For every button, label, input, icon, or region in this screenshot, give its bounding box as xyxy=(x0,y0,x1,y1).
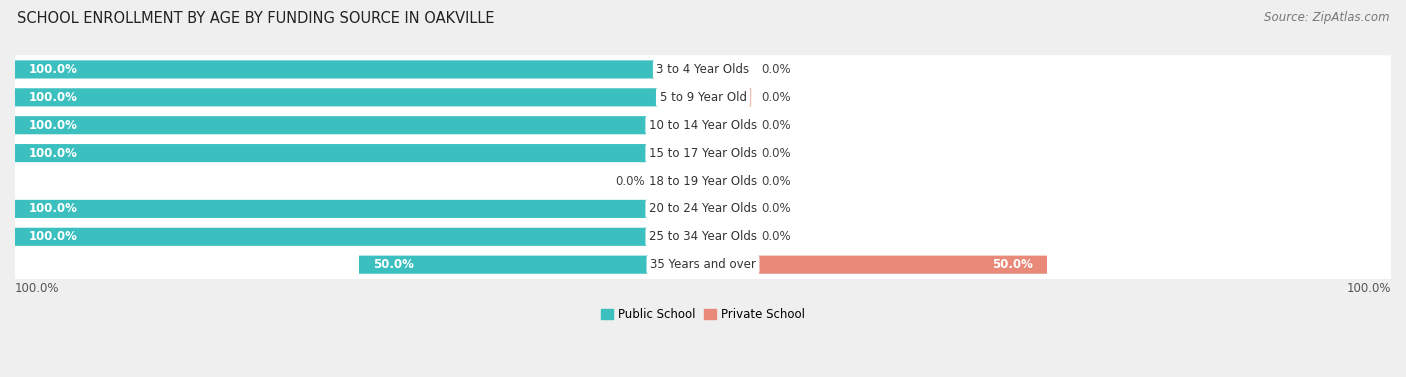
FancyBboxPatch shape xyxy=(703,228,751,246)
Text: 5 to 9 Year Old: 5 to 9 Year Old xyxy=(659,91,747,104)
FancyBboxPatch shape xyxy=(703,256,1047,274)
FancyBboxPatch shape xyxy=(15,139,1391,167)
FancyBboxPatch shape xyxy=(15,116,703,134)
Text: 100.0%: 100.0% xyxy=(15,282,59,295)
FancyBboxPatch shape xyxy=(15,55,1391,84)
FancyBboxPatch shape xyxy=(15,200,703,218)
Text: 25 to 34 Year Olds: 25 to 34 Year Olds xyxy=(650,230,756,243)
Text: 100.0%: 100.0% xyxy=(28,147,77,159)
Text: 3 to 4 Year Olds: 3 to 4 Year Olds xyxy=(657,63,749,76)
Text: 0.0%: 0.0% xyxy=(762,230,792,243)
Text: SCHOOL ENROLLMENT BY AGE BY FUNDING SOURCE IN OAKVILLE: SCHOOL ENROLLMENT BY AGE BY FUNDING SOUR… xyxy=(17,11,495,26)
FancyBboxPatch shape xyxy=(359,256,703,274)
Text: 0.0%: 0.0% xyxy=(762,63,792,76)
Text: 0.0%: 0.0% xyxy=(614,175,644,187)
Text: 100.0%: 100.0% xyxy=(28,230,77,243)
FancyBboxPatch shape xyxy=(703,200,751,218)
FancyBboxPatch shape xyxy=(703,144,751,162)
Text: 0.0%: 0.0% xyxy=(762,175,792,187)
Text: 100.0%: 100.0% xyxy=(28,63,77,76)
Text: 0.0%: 0.0% xyxy=(762,91,792,104)
FancyBboxPatch shape xyxy=(15,144,703,162)
Text: 100.0%: 100.0% xyxy=(28,91,77,104)
FancyBboxPatch shape xyxy=(15,250,1391,279)
FancyBboxPatch shape xyxy=(15,167,1391,195)
FancyBboxPatch shape xyxy=(15,88,703,106)
Text: 18 to 19 Year Olds: 18 to 19 Year Olds xyxy=(650,175,756,187)
Text: 35 Years and over: 35 Years and over xyxy=(650,258,756,271)
FancyBboxPatch shape xyxy=(703,60,751,78)
Text: 50.0%: 50.0% xyxy=(373,258,413,271)
FancyBboxPatch shape xyxy=(703,116,751,134)
Legend: Public School, Private School: Public School, Private School xyxy=(596,303,810,326)
FancyBboxPatch shape xyxy=(15,111,1391,139)
FancyBboxPatch shape xyxy=(15,195,1391,223)
Text: 0.0%: 0.0% xyxy=(762,202,792,215)
Text: 100.0%: 100.0% xyxy=(28,202,77,215)
FancyBboxPatch shape xyxy=(703,172,751,190)
Text: 0.0%: 0.0% xyxy=(762,119,792,132)
Text: 100.0%: 100.0% xyxy=(1347,282,1391,295)
Text: Source: ZipAtlas.com: Source: ZipAtlas.com xyxy=(1264,11,1389,24)
FancyBboxPatch shape xyxy=(15,83,1391,112)
FancyBboxPatch shape xyxy=(15,228,703,246)
FancyBboxPatch shape xyxy=(655,172,703,190)
Text: 10 to 14 Year Olds: 10 to 14 Year Olds xyxy=(650,119,756,132)
Text: 100.0%: 100.0% xyxy=(28,119,77,132)
Text: 20 to 24 Year Olds: 20 to 24 Year Olds xyxy=(650,202,756,215)
Text: 15 to 17 Year Olds: 15 to 17 Year Olds xyxy=(650,147,756,159)
Text: 0.0%: 0.0% xyxy=(762,147,792,159)
Text: 50.0%: 50.0% xyxy=(993,258,1033,271)
FancyBboxPatch shape xyxy=(703,88,751,106)
FancyBboxPatch shape xyxy=(15,222,1391,251)
FancyBboxPatch shape xyxy=(15,60,703,78)
